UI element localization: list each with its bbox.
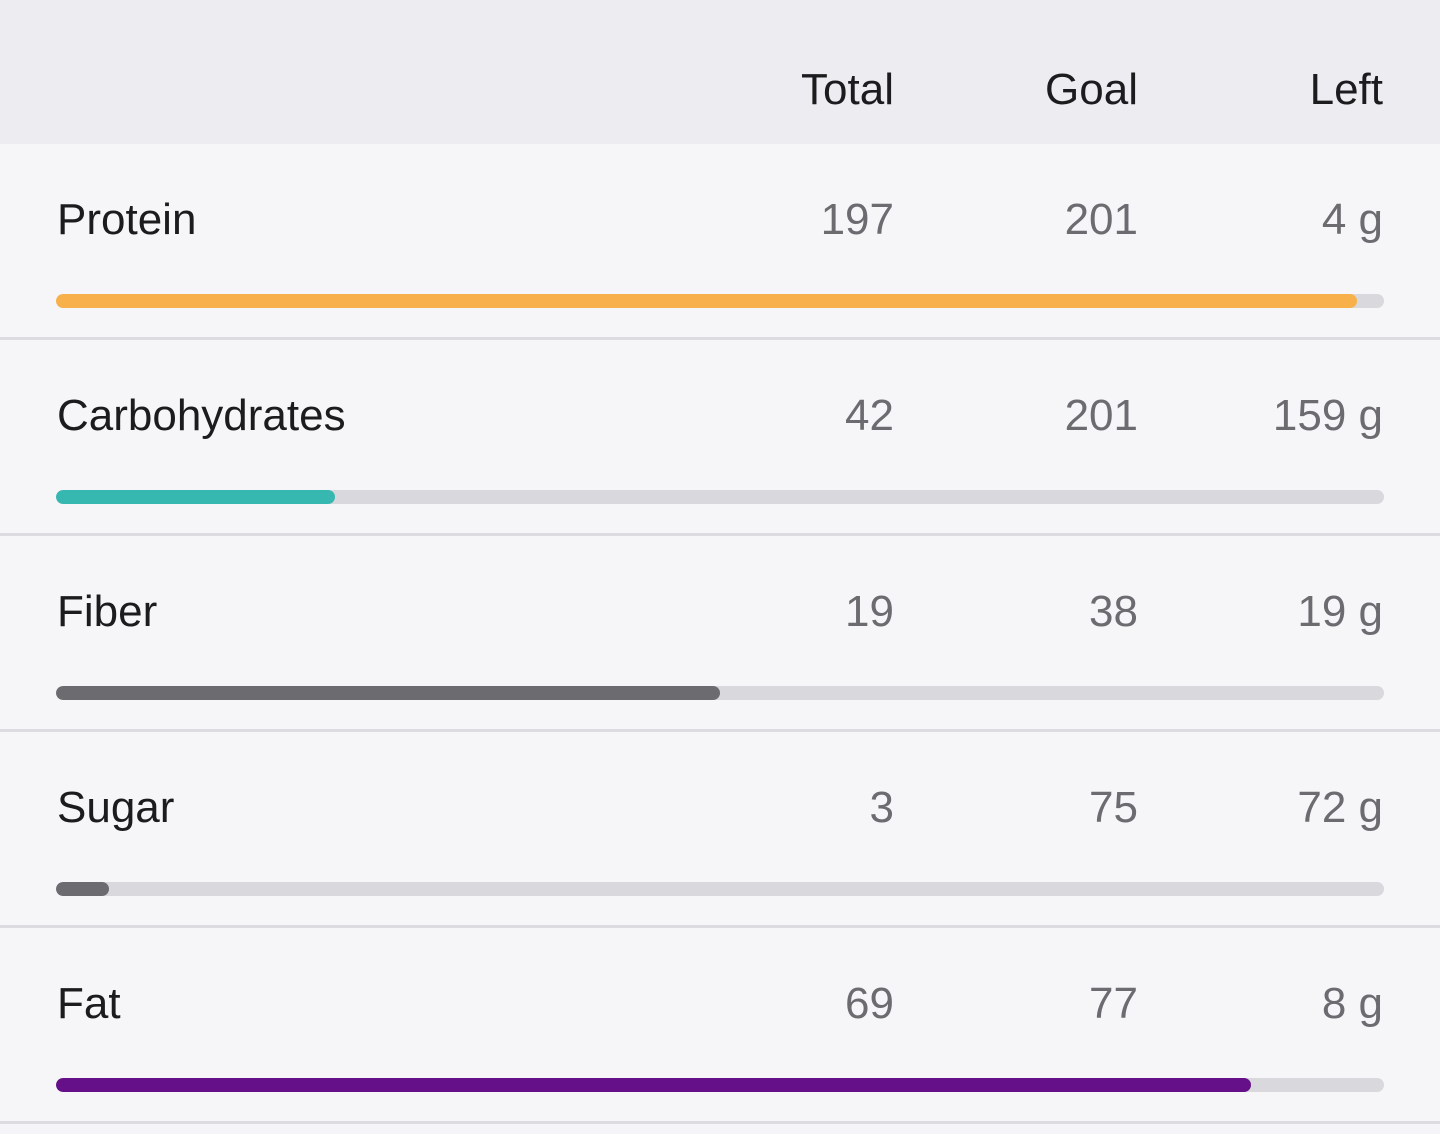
row-divider (0, 1121, 1440, 1124)
progress-bar-fill (56, 490, 335, 504)
column-header-goal: Goal (1045, 65, 1138, 114)
progress-bar-track (56, 490, 1384, 504)
nutrient-row-fiber[interactable]: Fiber 19 38 19 g (0, 536, 1440, 732)
nutrient-left: 72 g (1297, 783, 1383, 832)
nutrient-total: 3 (869, 783, 894, 832)
column-header-left: Left (1309, 65, 1383, 114)
nutrient-goal: 201 (1064, 195, 1138, 244)
progress-bar-fill (56, 686, 720, 700)
nutrient-left: 4 g (1321, 195, 1383, 244)
nutrient-row-protein[interactable]: Protein 197 201 4 g (0, 144, 1440, 340)
table-header: Total Goal Left (0, 0, 1440, 144)
row-divider (0, 925, 1440, 928)
nutrient-row-fat[interactable]: Fat 69 77 8 g (0, 928, 1440, 1124)
progress-bar-fill (56, 1078, 1252, 1092)
nutrient-total: 19 (845, 587, 894, 636)
progress-bar-fill (56, 294, 1358, 308)
nutrient-name: Protein (57, 195, 197, 244)
nutrient-name: Fiber (57, 587, 158, 636)
nutrient-left: 19 g (1297, 587, 1383, 636)
row-divider (0, 533, 1440, 536)
nutrient-left: 8 g (1321, 979, 1383, 1028)
row-divider (0, 729, 1440, 732)
nutrient-total: 197 (820, 195, 894, 244)
column-header-total: Total (801, 65, 894, 114)
nutrient-name: Fat (57, 979, 121, 1028)
nutrient-name: Sugar (57, 783, 175, 832)
nutrient-goal: 201 (1064, 391, 1138, 440)
nutrient-row-carbohydrates[interactable]: Carbohydrates 42 201 159 g (0, 340, 1440, 536)
progress-bar-track (56, 294, 1384, 308)
progress-bar-track (56, 1078, 1384, 1092)
nutrient-total: 42 (845, 391, 894, 440)
nutrient-goal: 75 (1089, 783, 1138, 832)
nutrient-name: Carbohydrates (57, 391, 346, 440)
nutrient-row-sugar[interactable]: Sugar 3 75 72 g (0, 732, 1440, 928)
progress-bar-track (56, 686, 1384, 700)
nutrient-goal: 38 (1089, 587, 1138, 636)
nutrient-goal: 77 (1089, 979, 1138, 1028)
progress-bar-fill (56, 882, 110, 896)
progress-bar-track (56, 882, 1384, 896)
nutrient-total: 69 (845, 979, 894, 1028)
row-divider (0, 337, 1440, 340)
nutrient-left: 159 g (1272, 391, 1383, 440)
